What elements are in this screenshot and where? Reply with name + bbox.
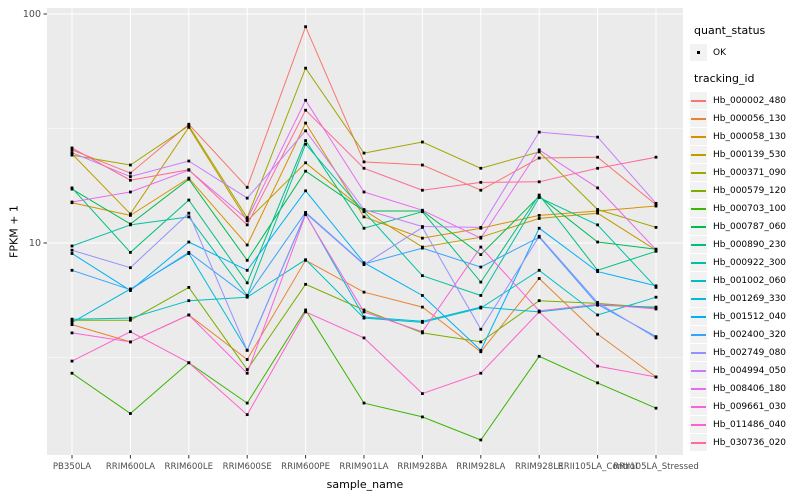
legend-item: Hb_030736_020 [690, 434, 798, 451]
legend-title-quant-status: quant_status [694, 24, 766, 37]
legend-item-label: Hb_008406_180 [713, 383, 787, 394]
legend-item-label: Hb_000703_100 [713, 203, 787, 214]
x-tick-label: RRIM928LA [456, 462, 505, 472]
legend-item-label: Hb_001002_060 [713, 275, 787, 286]
x-tick-label: RRII105LA_Stressed [613, 462, 699, 472]
x-tick-label: PB350LA [53, 462, 91, 472]
y-tick-label: 100 [23, 9, 41, 20]
legend-item-label: Hb_000056_130 [713, 113, 787, 124]
series-color-swatch-icon [690, 326, 707, 343]
series-color-swatch-icon [690, 218, 707, 235]
y-tick-label: 10 [29, 238, 41, 249]
legend-item: Hb_000056_130 [690, 110, 798, 127]
legend-item-label: Hb_001269_330 [713, 293, 787, 304]
legend-item-label: Hb_000922_300 [713, 257, 787, 268]
series-color-swatch-icon [690, 146, 707, 163]
legend-item-label: Hb_030736_020 [713, 437, 787, 448]
x-tick-label: RRIM600LE [165, 462, 214, 472]
legend-item: Hb_000371_090 [690, 164, 798, 181]
legend-item-label: Hb_009661_030 [713, 401, 787, 412]
x-axis-title: sample_name [326, 478, 404, 491]
series-color-swatch-icon [690, 164, 707, 181]
legend-item-ok: OK [690, 44, 798, 61]
legend-item-label: Hb_011486_040 [713, 419, 787, 430]
legend-item-label: Hb_000002_480 [713, 95, 787, 106]
legend-series-list: Hb_000002_480 Hb_000056_130 Hb_000058_130 H… [690, 92, 798, 451]
legend-item-label: Hb_000787_060 [713, 221, 787, 232]
legend-item-label: Hb_000579_120 [713, 185, 787, 196]
series-color-swatch-icon [690, 380, 707, 397]
legend-item: Hb_000002_480 [690, 92, 798, 109]
legend-item-label: OK [713, 47, 726, 58]
legend-item: Hb_009661_030 [690, 398, 798, 415]
series-color-swatch-icon [690, 272, 707, 289]
legend-item: Hb_000139_530 [690, 146, 798, 163]
x-tick-label: RRIM928LE [515, 462, 564, 472]
legend-item-label: Hb_000058_130 [713, 131, 787, 142]
legend-title-tracking-id: tracking_id [694, 72, 755, 85]
series-color-swatch-icon [690, 308, 707, 325]
legend: quant_status OK tracking_id Hb_000002_48… [690, 24, 798, 452]
series-color-swatch-icon [690, 398, 707, 415]
series-color-swatch-icon [690, 92, 707, 109]
legend-item: Hb_000579_120 [690, 182, 798, 199]
series-color-swatch-icon [690, 254, 707, 271]
y-axis-title: FPKM + 1 [7, 205, 21, 258]
series-color-swatch-icon [690, 236, 707, 253]
point-marker-icon [690, 44, 707, 61]
legend-item: Hb_001512_040 [690, 308, 798, 325]
series-color-swatch-icon [690, 290, 707, 307]
legend-item: Hb_002749_080 [690, 344, 798, 361]
x-tick-label: RRIM600SE [223, 462, 272, 472]
legend-item-label: Hb_000371_090 [713, 167, 787, 178]
x-tick-label: RRIM901LA [339, 462, 388, 472]
legend-item: Hb_008406_180 [690, 380, 798, 397]
x-tick-label: RRII105LA_Control [558, 462, 638, 472]
legend-item: Hb_001269_330 [690, 290, 798, 307]
legend-item: Hb_000703_100 [690, 200, 798, 217]
series-color-swatch-icon [690, 182, 707, 199]
x-tick-label: RRIM600PE [281, 462, 330, 472]
legend-item-label: Hb_000890_230 [713, 239, 787, 250]
legend-item: Hb_002400_320 [690, 326, 798, 343]
legend-item: Hb_001002_060 [690, 272, 798, 289]
legend-item-label: Hb_004994_050 [713, 365, 787, 376]
series-color-swatch-icon [690, 344, 707, 361]
series-color-swatch-icon [690, 416, 707, 433]
legend-item-label: Hb_001512_040 [713, 311, 787, 322]
legend-item: Hb_000787_060 [690, 218, 798, 235]
legend-item: Hb_000922_300 [690, 254, 798, 271]
legend-item: Hb_004994_050 [690, 362, 798, 379]
legend-item: Hb_011486_040 [690, 416, 798, 433]
series-color-swatch-icon [690, 434, 707, 451]
legend-item-label: Hb_000139_530 [713, 149, 787, 160]
legend-item-label: Hb_002749_080 [713, 347, 787, 358]
panel-background [47, 8, 683, 455]
series-color-swatch-icon [690, 128, 707, 145]
series-color-swatch-icon [690, 110, 707, 127]
series-color-swatch-icon [690, 200, 707, 217]
x-tick-label: RRIM600LA [106, 462, 155, 472]
legend-item: Hb_000890_230 [690, 236, 798, 253]
series-color-swatch-icon [690, 362, 707, 379]
x-tick-label: RRIM928BA [397, 462, 447, 472]
legend-item-label: Hb_002400_320 [713, 329, 787, 340]
legend-item: Hb_000058_130 [690, 128, 798, 145]
